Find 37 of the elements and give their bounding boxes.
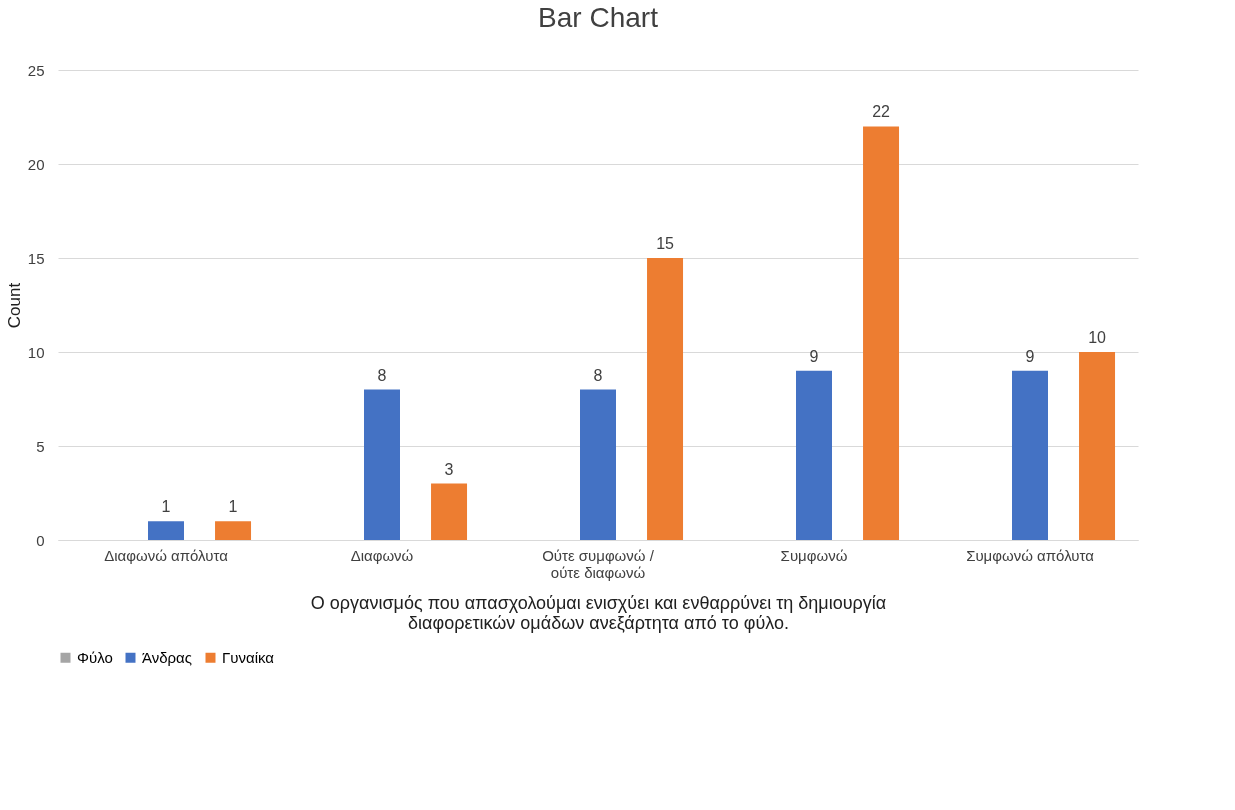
bar (1012, 370, 1048, 540)
y-axis-title: Count (4, 282, 24, 329)
bar (580, 389, 616, 540)
data-label: 8 (593, 366, 603, 384)
x-tick-label: Διαφωνώ απόλυτα (104, 546, 229, 564)
bar (148, 521, 184, 540)
data-label: 8 (377, 366, 387, 384)
legend-label: Φύλο (77, 648, 113, 666)
data-label: 9 (1025, 347, 1035, 365)
data-label: 22 (872, 103, 891, 121)
y-tick-label: 5 (36, 437, 45, 455)
x-tick-label: Διαφωνώ (350, 546, 414, 564)
bar (863, 126, 900, 540)
bar (796, 370, 832, 540)
legend-label: Άνδρας (142, 648, 193, 666)
data-label: 1 (228, 498, 238, 516)
y-tick-label: 15 (27, 249, 45, 267)
y-tick-label: 20 (27, 155, 45, 173)
x-tick-label: Συμφωνώ απόλυτα (966, 546, 1095, 564)
bar (1079, 352, 1116, 540)
data-label: 10 (1088, 329, 1107, 346)
data-label: 1 (161, 498, 171, 516)
chart-title: Bar Chart (538, 2, 659, 33)
data-label: 15 (656, 235, 675, 252)
data-label: 9 (809, 347, 819, 365)
y-tick-label: 25 (27, 61, 45, 79)
x-tick-label: Ούτε συμφωνώ / ούτε διαφωνώ (542, 546, 655, 581)
data-label: 3 (444, 460, 454, 478)
y-tick-label: 0 (36, 531, 45, 549)
bar (215, 521, 252, 540)
x-tick-label: Συμφωνώ (780, 546, 848, 564)
bar (364, 389, 400, 540)
legend-label: Γυναίκα (222, 648, 275, 666)
x-axis-title: Ο οργανισμός που απασχολούμαι ενισχύει και ενθαρρύνει τη δημιουργία διαφορετικών ομάδων ανεξάρτητα από το φύλο. (310, 592, 887, 633)
bar (431, 483, 468, 540)
bar (647, 258, 684, 540)
y-tick-label: 10 (27, 343, 45, 361)
